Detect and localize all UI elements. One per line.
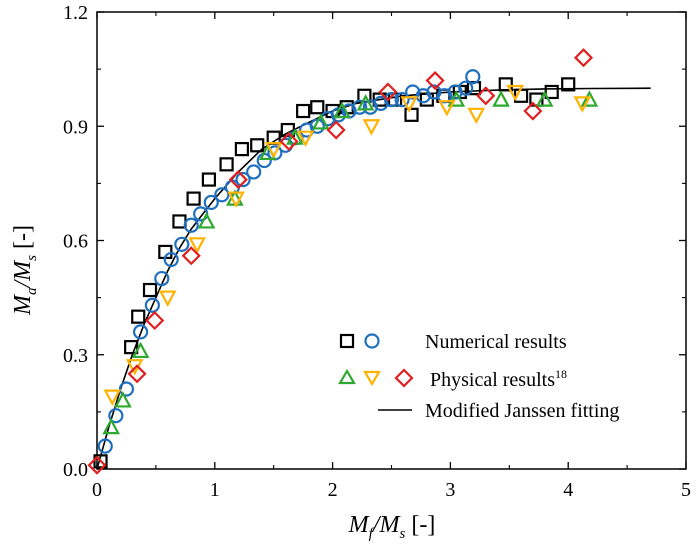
square-marker: [250, 138, 265, 153]
circle-marker: [183, 217, 199, 233]
square-marker: [201, 172, 217, 187]
square-marker: [219, 157, 234, 172]
square-marker: [93, 454, 108, 469]
circle-marker: [465, 69, 481, 85]
invtriangle-marker: [227, 191, 245, 208]
x-tick-label: 5: [681, 479, 691, 501]
invtriangle-marker: [467, 107, 486, 125]
square-marker: [544, 84, 559, 100]
triangle-marker: [580, 90, 599, 107]
triangle-marker: [333, 101, 351, 119]
y-tick-label: 0.6: [63, 231, 88, 253]
circle-marker: [163, 251, 179, 268]
y-axis-label: Ma/Ms [-]: [10, 225, 40, 316]
circle-marker: [394, 91, 410, 108]
square-marker: [296, 103, 311, 119]
legend: Numerical results Physical results18 Mod…: [338, 331, 619, 422]
legend-diamond-marker: [394, 368, 414, 388]
x-tick-label: 0: [92, 479, 102, 501]
diamond-marker: [326, 120, 346, 140]
square-marker: [186, 191, 201, 206]
invtriangle-marker: [362, 119, 381, 136]
diamond-marker: [378, 82, 398, 102]
circle-marker: [144, 297, 160, 313]
invtriangle-marker: [506, 84, 525, 102]
y-tick-label: 0.3: [63, 345, 88, 367]
circle-marker: [97, 438, 113, 454]
invtriangle-marker: [188, 237, 206, 254]
invtriangle-marker: [438, 100, 456, 117]
invtriangle-marker: [103, 389, 122, 406]
diamond-marker: [127, 364, 147, 384]
circle-marker: [383, 91, 400, 108]
axis-ticks: [96, 11, 687, 470]
circle-marker: [154, 270, 170, 287]
square-marker: [124, 340, 139, 355]
invtriangle-marker: [296, 130, 315, 147]
diamond-marker: [145, 310, 165, 331]
diamond-marker: [476, 86, 496, 106]
triangle-marker: [311, 113, 330, 130]
square-marker: [561, 77, 576, 92]
square-marker: [234, 142, 249, 157]
circle-marker: [246, 164, 262, 180]
circle-marker: [214, 187, 230, 203]
triangle-marker: [492, 90, 510, 107]
circle-marker: [458, 80, 474, 96]
data-markers: [87, 48, 599, 475]
diamond-marker: [425, 70, 445, 91]
legend-invtriangle-marker: [363, 370, 381, 387]
legend-triangle-marker: [338, 368, 356, 385]
square-marker: [131, 309, 146, 324]
invtriangle-marker: [400, 96, 419, 113]
triangle-marker: [447, 90, 466, 107]
diamond-marker: [87, 455, 107, 475]
legend-circle-marker: [364, 333, 380, 349]
x-tick-labels: 0 1 2 3 4 5: [92, 479, 691, 501]
square-marker: [142, 282, 158, 298]
triangle-marker: [197, 212, 216, 229]
circle-marker: [108, 408, 124, 424]
diamond-marker: [573, 48, 594, 68]
invtriangle-marker: [264, 142, 283, 159]
triangle-marker: [535, 90, 554, 107]
triangle-marker: [356, 94, 375, 111]
x-tick-label: 2: [328, 479, 338, 501]
y-tick-label: 1.2: [63, 2, 88, 24]
square-marker: [498, 77, 513, 92]
legend-physical-label: Physical results18: [430, 367, 567, 391]
invtriangle-marker: [158, 290, 177, 307]
circle-marker: [132, 324, 149, 340]
legend-square-marker: [339, 333, 355, 349]
x-tick-label: 3: [445, 479, 455, 501]
diamond-marker: [279, 131, 299, 152]
circle-marker: [352, 99, 368, 115]
legend-numerical-label: Numerical results: [425, 331, 567, 353]
circle-marker: [118, 381, 135, 397]
y-tick-label: 0.0: [63, 459, 88, 481]
y-tick-labels: 0.0 0.3 0.6 0.9 1.2: [63, 2, 88, 481]
x-axis-label: Mf/Ms [-]: [348, 512, 436, 542]
square-marker: [419, 92, 434, 107]
circle-marker: [235, 171, 251, 188]
diamond-marker: [228, 170, 248, 190]
x-tick-label: 4: [563, 479, 573, 501]
triangle-marker: [102, 417, 120, 435]
y-tick-label: 0.9: [63, 116, 88, 138]
legend-fit-label: Modified Janssen fitting: [425, 400, 619, 422]
square-marker: [310, 100, 325, 115]
circle-marker: [203, 194, 219, 211]
diamond-marker: [181, 246, 201, 266]
square-marker: [404, 107, 419, 122]
triangle-marker: [114, 391, 132, 408]
invtriangle-marker: [573, 96, 592, 113]
diamond-marker: [523, 101, 543, 121]
triangle-marker: [131, 341, 150, 359]
circle-marker: [174, 236, 190, 252]
x-tick-label: 1: [210, 479, 220, 501]
